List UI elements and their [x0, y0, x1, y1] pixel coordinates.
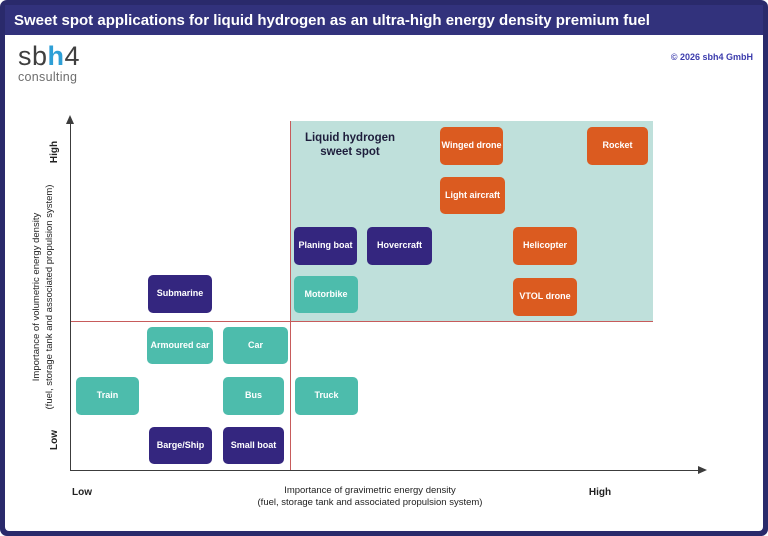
- slide-content: sbh4 consulting © 2026 sbh4 GmbH Liquid …: [5, 35, 763, 531]
- x-axis-title-line1: Importance of gravimetric energy density: [284, 485, 456, 496]
- app-box-bus: Bus: [223, 377, 284, 415]
- logo-part-sb: sb: [18, 41, 48, 71]
- sweet-spot-label-line1: Liquid hydrogen: [304, 132, 396, 144]
- quadrant-divider-horizontal: [70, 320, 653, 323]
- app-box-light-aircraft: Light aircraft: [440, 177, 505, 214]
- app-box-truck: Truck: [295, 377, 358, 415]
- app-box-submarine: Submarine: [148, 275, 212, 313]
- title-bar: Sweet spot applications for liquid hydro…: [5, 5, 763, 35]
- sweet-spot-label: Liquid hydrogen sweet spot: [298, 131, 402, 160]
- y-axis-title: Importance of volumetric energy density …: [31, 117, 57, 477]
- app-box-armoured-car: Armoured car: [147, 327, 213, 364]
- quadrant-divider-vertical: [289, 121, 292, 470]
- y-axis-arrow-icon: [66, 115, 74, 124]
- page-title: Sweet spot applications for liquid hydro…: [14, 11, 650, 29]
- app-box-train: Train: [76, 377, 139, 415]
- x-axis-title-line2: (fuel, storage tank and associated propu…: [257, 497, 483, 509]
- app-box-barge-ship: Barge/Ship: [149, 427, 212, 464]
- x-axis-arrow-icon: [698, 465, 707, 474]
- app-box-car: Car: [223, 327, 288, 364]
- y-axis-title-line1: Importance of volumetric energy density: [31, 212, 42, 382]
- app-box-winged-drone: Winged drone: [440, 127, 503, 165]
- logo-part-4: 4: [64, 41, 81, 71]
- sweet-spot-label-line2: sweet spot: [320, 146, 380, 159]
- logo-subtitle: consulting: [18, 70, 78, 84]
- x-axis-title: Importance of gravimetric energy density…: [215, 485, 525, 510]
- copyright-notice: © 2026 sbh4 GmbH: [670, 52, 753, 62]
- logo-wordmark: sbh4: [18, 43, 80, 70]
- x-axis-high-label: High: [588, 487, 612, 498]
- app-box-planing-boat: Planing boat: [294, 227, 357, 265]
- app-box-helicopter: Helicopter: [513, 227, 577, 265]
- y-axis-title-line2: (fuel, storage tank and associated propu…: [43, 184, 55, 410]
- app-box-motorbike: Motorbike: [294, 276, 358, 313]
- company-logo: sbh4 consulting: [18, 43, 80, 84]
- app-box-small-boat: Small boat: [223, 427, 284, 464]
- app-box-vtol-drone: VTOL drone: [513, 278, 577, 316]
- y-axis-line: [69, 123, 71, 470]
- x-axis-line: [70, 469, 700, 471]
- app-box-rocket: Rocket: [587, 127, 648, 165]
- x-axis-low-label: Low: [72, 487, 92, 498]
- logo-part-h: h: [47, 41, 65, 71]
- app-box-hovercraft: Hovercraft: [367, 227, 432, 265]
